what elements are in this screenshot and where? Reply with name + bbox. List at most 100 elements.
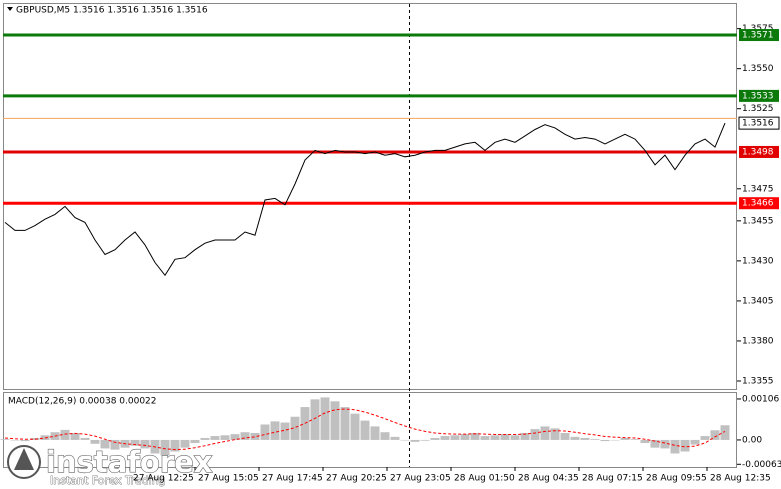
y-tick-label: 1.3405 bbox=[742, 296, 774, 306]
last-price-label: 1.3516 bbox=[742, 119, 774, 129]
level-label-box bbox=[739, 197, 779, 210]
x-tick-label: 27 Aug 20:25 bbox=[326, 474, 387, 484]
macd-bar bbox=[100, 439, 110, 449]
macd-bar bbox=[220, 435, 230, 440]
macd-bar bbox=[440, 436, 450, 440]
macd-bar bbox=[630, 439, 640, 440]
macd-bar bbox=[360, 420, 370, 440]
macd-bar bbox=[430, 438, 440, 440]
macd-bar bbox=[140, 439, 150, 449]
macd-bar bbox=[400, 439, 410, 441]
macd-bar bbox=[470, 432, 480, 440]
macd-bar bbox=[620, 438, 630, 440]
macd-bar bbox=[60, 429, 70, 440]
watermark-name: instaforex bbox=[46, 445, 213, 479]
macd-bar bbox=[570, 436, 580, 440]
macd-bar bbox=[80, 438, 90, 440]
y-tick-label: 0.00106 bbox=[742, 394, 779, 404]
macd-bar bbox=[670, 439, 680, 454]
y-tick-label: -0.00063 bbox=[742, 460, 781, 470]
macd-bar bbox=[240, 432, 250, 440]
macd-bar bbox=[650, 439, 660, 448]
macd-bar bbox=[350, 413, 360, 440]
macd-bar bbox=[640, 439, 650, 444]
macd-header: MACD(12,26,9) 0.00038 0.00022 bbox=[8, 397, 157, 407]
macd-bar bbox=[510, 435, 520, 440]
macd-bar bbox=[710, 430, 720, 440]
macd-bar bbox=[330, 401, 340, 440]
macd-bar bbox=[20, 439, 30, 442]
level-label-box bbox=[739, 29, 779, 42]
watermark-tagline: Instant Forex Trading bbox=[50, 474, 166, 487]
macd-bar bbox=[250, 432, 260, 440]
level-label: 1.3466 bbox=[742, 199, 774, 209]
macd-bar bbox=[660, 439, 670, 449]
macd-bar bbox=[540, 426, 550, 440]
x-tick-label: 27 Aug 17:45 bbox=[262, 474, 323, 484]
macd-bar bbox=[410, 439, 420, 442]
logo-mark bbox=[14, 448, 34, 470]
macd-bar bbox=[490, 435, 500, 440]
signal-line bbox=[4, 408, 726, 451]
x-tick-label: 28 Aug 04:35 bbox=[518, 474, 579, 484]
price-line bbox=[4, 122, 726, 277]
macd-bar bbox=[160, 439, 170, 456]
macd-bar bbox=[70, 432, 80, 440]
plot-layer bbox=[0, 33, 737, 471]
x-tick-label: 28 Aug 12:35 bbox=[710, 474, 771, 484]
macd-bar bbox=[320, 397, 330, 440]
macd-bar bbox=[210, 436, 220, 440]
y-tick-label: 1.3355 bbox=[742, 376, 774, 386]
macd-bar bbox=[290, 416, 300, 440]
macd-bar bbox=[530, 429, 540, 440]
macd-bar bbox=[610, 439, 620, 441]
macd-bar bbox=[720, 425, 730, 440]
macd-bar bbox=[520, 432, 530, 440]
level-label-box bbox=[739, 145, 779, 158]
level-label: 1.3571 bbox=[742, 31, 774, 41]
y-tick-label: 1.3380 bbox=[742, 336, 774, 346]
macd-bar bbox=[460, 434, 470, 440]
macd-bar bbox=[110, 439, 120, 450]
price-header: GBPUSD,M5 1.3516 1.3516 1.3516 1.3516 bbox=[16, 6, 208, 16]
y-tick-label: 1.3430 bbox=[742, 256, 774, 266]
macd-bar bbox=[600, 439, 610, 442]
macd-bar bbox=[420, 439, 430, 441]
macd-bar bbox=[700, 436, 710, 440]
y-tick-label: 1.3475 bbox=[742, 184, 774, 194]
y-tick-label: 1.3525 bbox=[742, 104, 774, 114]
macd-bar bbox=[310, 399, 320, 440]
macd-bar bbox=[260, 424, 270, 440]
y-tick-label: 1.3455 bbox=[742, 216, 774, 226]
macd-bar bbox=[380, 432, 390, 440]
macd-bar bbox=[450, 435, 460, 440]
macd-bar bbox=[370, 426, 380, 440]
macd-bar bbox=[560, 432, 570, 440]
macd-bar bbox=[500, 434, 510, 440]
y-tick-label: 1.3550 bbox=[742, 64, 774, 74]
macd-bar bbox=[690, 439, 700, 445]
macd-bar bbox=[200, 438, 210, 440]
macd-bar bbox=[390, 436, 400, 440]
x-tick-label: 28 Aug 01:50 bbox=[454, 474, 515, 484]
macd-bar bbox=[190, 439, 200, 444]
macd-bar bbox=[680, 439, 690, 452]
level-label: 1.3533 bbox=[742, 91, 774, 101]
header-arrow bbox=[7, 7, 13, 11]
watermark: instaforex Instant Forex Trading bbox=[7, 444, 213, 487]
x-tick-label: 28 Aug 09:55 bbox=[646, 474, 707, 484]
macd-bar bbox=[480, 436, 490, 440]
macd-bar bbox=[90, 439, 100, 444]
x-tick-label: 28 Aug 07:15 bbox=[582, 474, 643, 484]
macd-bar bbox=[230, 434, 240, 440]
macd-bar bbox=[590, 439, 600, 440]
macd-bar bbox=[10, 439, 20, 441]
macd-bar bbox=[550, 428, 560, 440]
macd-frame bbox=[3, 392, 737, 468]
macd-bar bbox=[170, 439, 180, 452]
x-tick-label: 27 Aug 23:05 bbox=[390, 474, 451, 484]
macd-bar bbox=[0, 439, 10, 440]
